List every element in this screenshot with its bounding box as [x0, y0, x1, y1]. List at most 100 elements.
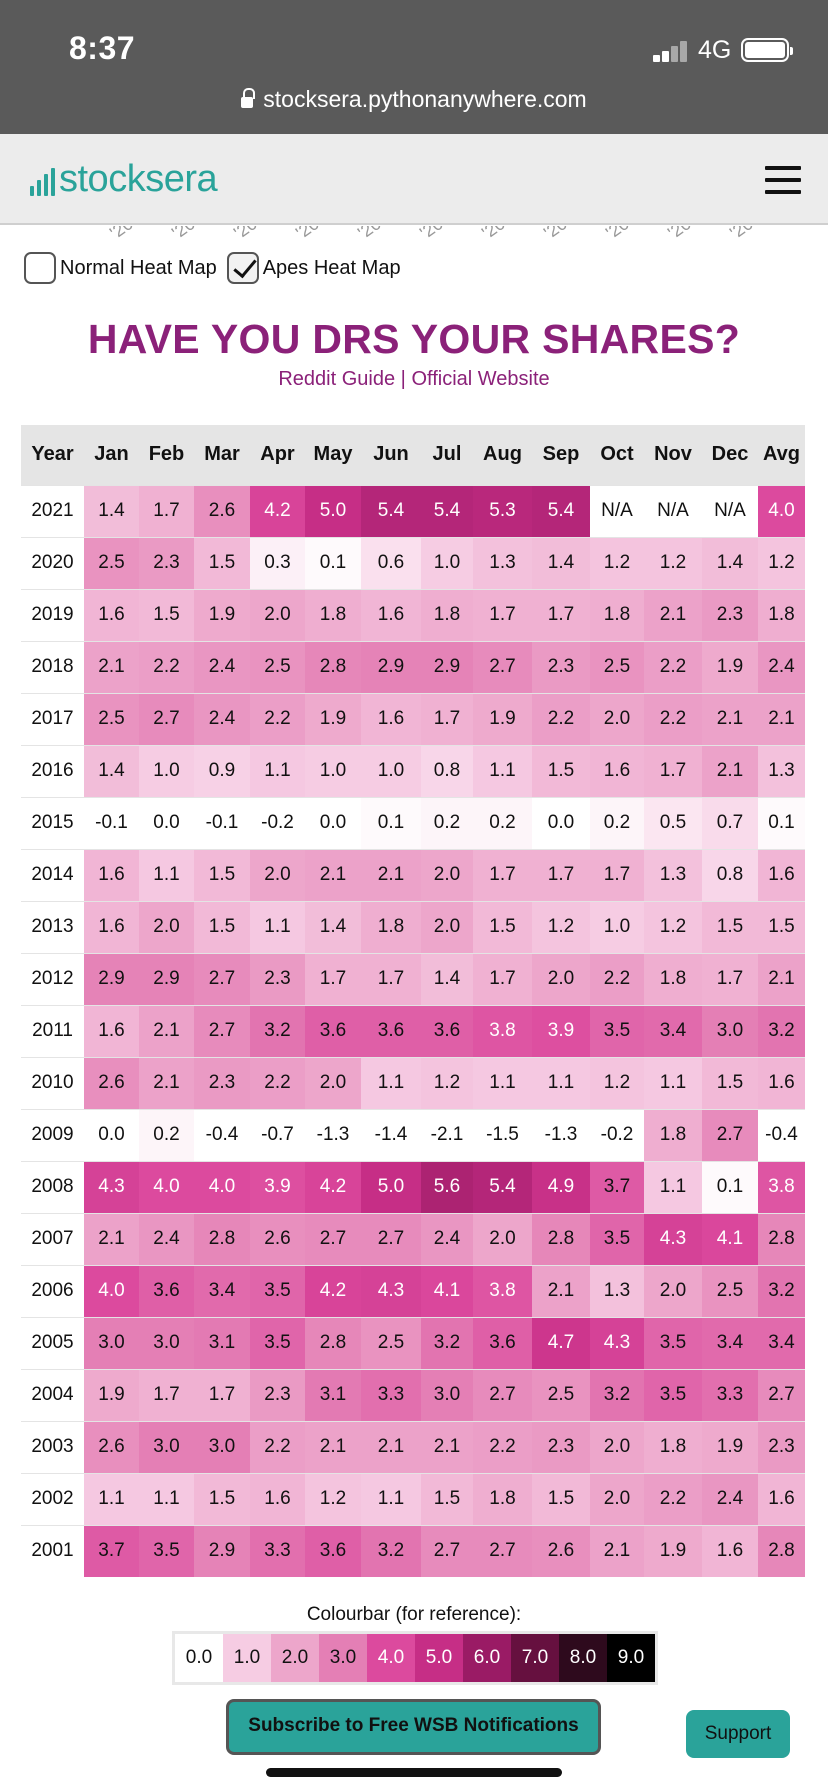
heat-cell: 1.6: [758, 1472, 805, 1525]
heat-cell: 1.5: [532, 1472, 590, 1525]
table-row: 2005 3.0 3.0 3.1 3.5 2.8 2.5 3.2 3.6 4.7 4.3 3.5 3.4…: [21, 1316, 805, 1369]
heat-cell: 2.2: [250, 1420, 305, 1473]
table-row: 2002 1.1 1.1 1.5 1.6 1.2 1.1 1.5 1.8 1.5 2.0 2.2 2.4…: [21, 1472, 805, 1525]
official-website-link[interactable]: Official Website: [411, 368, 550, 390]
normal-heatmap-checkbox[interactable]: [24, 252, 56, 284]
heat-cell: 0.8: [702, 848, 758, 901]
heat-cell: 2.7: [702, 1108, 758, 1161]
heat-cell: 0.2: [139, 1108, 194, 1161]
table-row: 2018 2.1 2.2 2.4 2.5 2.8 2.9 2.9 2.7 2.3 2.5 2.2 1.9…: [21, 640, 805, 693]
headline-links: Reddit Guide | Official Website: [0, 368, 828, 391]
heat-cell: 2.2: [644, 640, 702, 693]
heat-cell: 2.0: [590, 1472, 644, 1525]
subscribe-button[interactable]: Subscribe to Free WSB Notifications: [226, 1699, 601, 1755]
year-cell: 2014: [21, 848, 84, 901]
colourbar-title: Colourbar (for reference):: [306, 1604, 522, 1625]
heat-cell: 4.2: [250, 484, 305, 537]
year-cell: 2020: [21, 536, 84, 589]
year-cell: 2015: [21, 796, 84, 849]
heat-cell: 3.5: [250, 1264, 305, 1317]
heat-cell: 0.6: [361, 536, 421, 589]
heat-cell: -1.5: [473, 1108, 532, 1161]
heat-cell: 1.1: [473, 1056, 532, 1109]
year-cell: 2017: [21, 692, 84, 745]
heat-cell: 2.4: [702, 1472, 758, 1525]
heat-cell: 4.3: [590, 1316, 644, 1369]
year-cell: 2003: [21, 1420, 84, 1473]
heat-cell: 1.5: [421, 1472, 473, 1525]
column-header: Avg: [758, 425, 805, 485]
heat-cell: 1.9: [702, 640, 758, 693]
table-row: 2017 2.5 2.7 2.4 2.2 1.9 1.6 1.7 1.9 2.2 2.0 2.2 2.1…: [21, 692, 805, 745]
column-header: Aug: [473, 425, 532, 485]
heat-cell: 1.7: [194, 1368, 250, 1421]
site-logo[interactable]: stocksera: [30, 156, 218, 202]
column-header: Mar: [194, 425, 250, 485]
column-header: Jul: [421, 425, 473, 485]
heat-cell: 2.7: [473, 1524, 532, 1577]
heat-cell: 1.8: [644, 1108, 702, 1161]
heat-cell: 2.0: [473, 1212, 532, 1265]
url-text: stocksera.pythonanywhere.com: [263, 86, 587, 112]
heat-cell: 2.0: [421, 848, 473, 901]
table-row: 2004 1.9 1.7 1.7 2.3 3.1 3.3 3.0 2.7 2.5 3.2 3.5 3.3…: [21, 1368, 805, 1421]
heat-cell: 2.8: [532, 1212, 590, 1265]
normal-heatmap-label[interactable]: Normal Heat Map: [60, 256, 217, 279]
heat-cell: 1.8: [305, 588, 361, 641]
year-cell: 2021: [21, 484, 84, 537]
heat-cell: 2.3: [139, 536, 194, 589]
heat-cell: 0.1: [361, 796, 421, 849]
heat-cell: 3.4: [194, 1264, 250, 1317]
heat-cell: 3.3: [702, 1368, 758, 1421]
heat-cell: 2.1: [421, 1420, 473, 1473]
heat-cell: 2.7: [758, 1368, 805, 1421]
heat-cell: 1.9: [84, 1368, 139, 1421]
heat-cell: 4.3: [361, 1264, 421, 1317]
heat-cell: 1.9: [305, 692, 361, 745]
colourbar-swatch: 1.0: [223, 1634, 271, 1682]
heat-cell: 3.9: [250, 1160, 305, 1213]
page-headline: HAVE YOU DRS YOUR SHARES?: [87, 316, 741, 362]
heat-cell: 2.0: [421, 900, 473, 953]
heat-cell: 2.9: [421, 640, 473, 693]
heat-cell: 1.4: [702, 536, 758, 589]
apes-heatmap-label[interactable]: Apes Heat Map: [262, 256, 401, 279]
heat-cell: 2.5: [84, 692, 139, 745]
column-header: Jan: [84, 425, 139, 485]
heat-cell: 2.4: [421, 1212, 473, 1265]
address-bar[interactable]: stocksera.pythonanywhere.com: [0, 86, 828, 113]
heat-cell: 4.0: [758, 484, 805, 537]
heat-cell: 1.4: [84, 744, 139, 797]
heat-cell: 2.3: [194, 1056, 250, 1109]
heat-cell: 2.1: [702, 692, 758, 745]
heat-cell: 1.7: [473, 952, 532, 1005]
heat-cell: 1.1: [361, 1056, 421, 1109]
heat-cell: 4.0: [84, 1264, 139, 1317]
lock-icon: [241, 88, 256, 108]
heat-cell: 3.4: [758, 1316, 805, 1369]
heat-cell: 2.1: [139, 1004, 194, 1057]
support-button[interactable]: Support: [686, 1710, 790, 1758]
heat-cell: 3.6: [305, 1004, 361, 1057]
menu-icon[interactable]: [765, 164, 801, 196]
heat-cell: 3.2: [250, 1004, 305, 1057]
heatmap-table: Year Jan Feb Mar Apr May Jun Jul Aug Sep Oct Nov Dec…: [21, 425, 805, 1577]
apes-heatmap-checkbox[interactable]: [226, 252, 259, 284]
reddit-guide-link[interactable]: Reddit Guide: [278, 368, 396, 390]
heat-cell: 3.5: [644, 1368, 702, 1421]
heat-cell: 0.0: [532, 796, 590, 849]
heat-cell: 1.7: [139, 1368, 194, 1421]
heat-cell: -0.1: [194, 796, 250, 849]
heat-cell: 3.6: [305, 1524, 361, 1577]
heat-cell: 4.1: [421, 1264, 473, 1317]
heat-cell: 1.6: [590, 744, 644, 797]
site-header: stocksera: [0, 134, 828, 225]
heat-cell: 1.6: [250, 1472, 305, 1525]
table-body: 2021 1.4 1.7 2.6 4.2 5.0 5.4 5.4 5.3 5.4 N/A N/A N/A…: [21, 484, 805, 1577]
heat-cell: 2.2: [250, 1056, 305, 1109]
column-header: Oct: [590, 425, 644, 485]
heat-cell: 2.7: [305, 1212, 361, 1265]
table-row: 2001 3.7 3.5 2.9 3.3 3.6 3.2 2.7 2.7 2.6 2.1 1.9 1.6…: [21, 1524, 805, 1577]
heat-cell: 2.1: [139, 1056, 194, 1109]
heat-cell: 2.2: [473, 1420, 532, 1473]
